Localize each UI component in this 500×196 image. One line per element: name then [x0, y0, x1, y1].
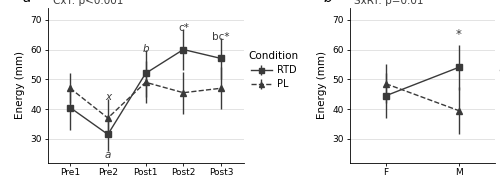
Text: b: b — [324, 0, 332, 5]
Legend: RTD, PL: RTD, PL — [248, 51, 298, 89]
Text: CxT: p<0.001: CxT: p<0.001 — [54, 0, 124, 6]
Text: b: b — [142, 44, 149, 54]
Text: a: a — [22, 0, 30, 5]
Text: SxRT: p=0.01: SxRT: p=0.01 — [354, 0, 424, 6]
Text: x: x — [105, 92, 111, 102]
Text: a: a — [104, 150, 111, 160]
Text: *: * — [456, 28, 462, 41]
Text: c*: c* — [178, 23, 189, 33]
Y-axis label: Energy (mm): Energy (mm) — [317, 51, 327, 119]
Y-axis label: Energy (mm): Energy (mm) — [15, 51, 25, 119]
Text: bc*: bc* — [212, 32, 230, 42]
